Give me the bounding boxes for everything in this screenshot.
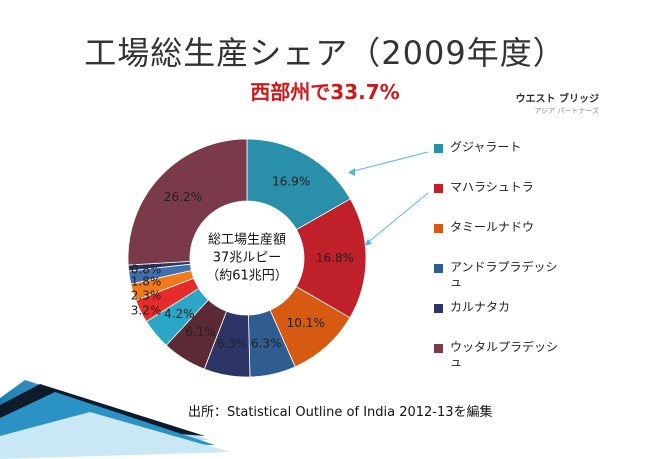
leader-line-maharashtra: [365, 192, 429, 245]
legend-label: カルナタカ: [450, 300, 511, 314]
slice-label-10: 1.8%: [131, 275, 162, 289]
legend-item-1: グジャラート: [434, 140, 644, 180]
slice-label-11: 0.8%: [131, 263, 162, 277]
slice-label-4: 6.3%: [251, 336, 282, 350]
legend-swatch: [434, 224, 443, 233]
slice-label-9: 2.3%: [131, 289, 162, 303]
center-label-line-3: （約61兆円）: [206, 269, 288, 284]
legend-swatch: [434, 304, 443, 313]
slice-label-6: 6.1%: [185, 325, 216, 339]
slice-label-7: 4.2%: [164, 307, 195, 321]
leader-arrow-gujarat: [348, 168, 355, 176]
logo-sub-text: アジア パートナーズ: [534, 107, 599, 115]
source-note: 出所：Statistical Outline of India 2012-13を…: [188, 405, 493, 420]
legend-label: グジャラート: [450, 140, 522, 154]
leader-line-gujarat: [349, 151, 429, 173]
legend-label: マハラシュトラ: [450, 180, 534, 194]
company-logo: ウエスト ブリッジ アジア パートナーズ: [503, 94, 599, 120]
center-label-line-2: 37兆ルピー: [213, 251, 282, 266]
legend-swatch: [434, 144, 443, 153]
slide-subtitle: 西部州で33.7%: [250, 80, 400, 104]
donut-slice-12: [127, 138, 248, 266]
legend-item-6: ウッタルプラデッシュ: [434, 340, 560, 380]
slice-label-12: 26.2%: [164, 190, 202, 204]
chart-legend: グジャラート マハラシュトラ タミールナドウアンドラプラデッシュカルナタカウッタルプ…: [434, 140, 644, 380]
legend-label: タミールナドウ: [450, 220, 535, 234]
legend-swatch: [434, 184, 443, 193]
slice-label-1: 16.9%: [272, 174, 310, 188]
center-label-line-1: 総工場生産額: [208, 232, 286, 248]
legend-label: アンドラプラデッシュ: [450, 260, 558, 289]
logo-main-text: ウエスト ブリッジ: [515, 94, 599, 105]
legend-item-4: アンドラプラデッシュ: [434, 260, 560, 300]
legend-label: ウッタルプラデッシュ: [450, 340, 559, 369]
slide-title: 工場総生産シェア（2009年度）: [84, 34, 566, 72]
leader-arrow-maharashtra: [364, 239, 372, 246]
legend-item-5: カルナタカ: [434, 300, 644, 340]
legend-item-2: マハラシュトラ: [434, 180, 644, 220]
legend-swatch: [434, 344, 443, 353]
slice-label-8: 3.2%: [131, 304, 162, 318]
legend-item-3: タミールナドウ: [434, 220, 644, 260]
legend-swatch: [434, 264, 443, 273]
slice-label-5: 6.3%: [217, 337, 248, 351]
slice-label-2: 16.8%: [316, 251, 354, 265]
slice-label-3: 10.1%: [287, 316, 325, 330]
